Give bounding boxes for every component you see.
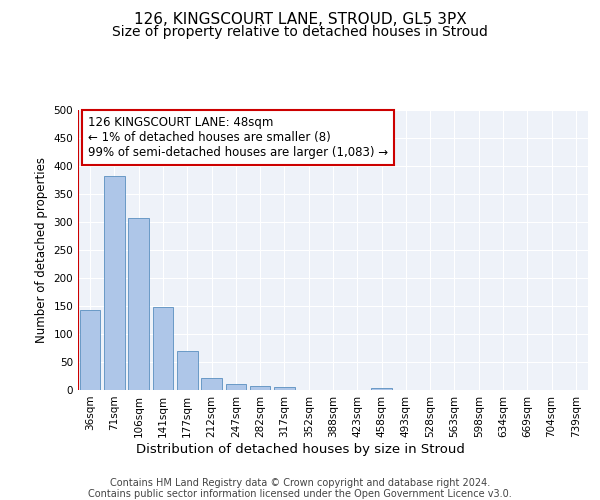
Text: Contains HM Land Registry data © Crown copyright and database right 2024.: Contains HM Land Registry data © Crown c… <box>110 478 490 488</box>
Bar <box>371 388 392 390</box>
Text: Size of property relative to detached houses in Stroud: Size of property relative to detached ho… <box>112 25 488 39</box>
Text: 126 KINGSCOURT LANE: 48sqm
← 1% of detached houses are smaller (8)
99% of semi-d: 126 KINGSCOURT LANE: 48sqm ← 1% of detac… <box>88 116 388 158</box>
Text: Contains public sector information licensed under the Open Government Licence v3: Contains public sector information licen… <box>88 489 512 499</box>
Bar <box>128 218 149 390</box>
Bar <box>104 176 125 390</box>
Bar <box>226 384 246 390</box>
Y-axis label: Number of detached properties: Number of detached properties <box>35 157 48 343</box>
Bar <box>250 386 271 390</box>
Text: Distribution of detached houses by size in Stroud: Distribution of detached houses by size … <box>136 442 464 456</box>
Text: 126, KINGSCOURT LANE, STROUD, GL5 3PX: 126, KINGSCOURT LANE, STROUD, GL5 3PX <box>134 12 466 28</box>
Bar <box>177 352 197 390</box>
Bar <box>274 387 295 390</box>
Bar <box>80 310 100 390</box>
Bar <box>152 307 173 390</box>
Bar <box>201 378 222 390</box>
